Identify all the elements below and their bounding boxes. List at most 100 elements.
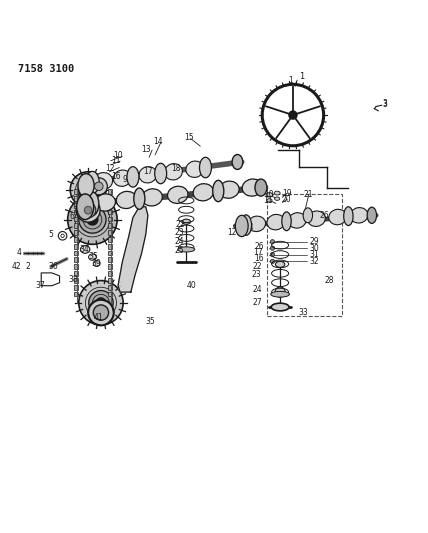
Circle shape	[90, 178, 107, 195]
Ellipse shape	[80, 246, 90, 253]
Text: 31: 31	[309, 250, 319, 259]
Bar	[108, 203, 112, 208]
Text: 32: 32	[309, 257, 319, 266]
Text: 23: 23	[252, 270, 261, 279]
Bar	[74, 264, 78, 269]
Text: 1: 1	[288, 76, 293, 85]
Ellipse shape	[255, 179, 267, 196]
Ellipse shape	[329, 209, 347, 225]
Text: 39: 39	[91, 259, 101, 268]
Text: 33: 33	[298, 308, 308, 317]
Text: 6: 6	[70, 212, 74, 221]
Bar	[74, 271, 78, 276]
Bar	[74, 216, 78, 221]
Ellipse shape	[93, 261, 100, 266]
Text: 14: 14	[244, 223, 253, 232]
Text: 40: 40	[186, 281, 196, 290]
Ellipse shape	[134, 188, 145, 209]
Ellipse shape	[89, 254, 96, 260]
Text: 10: 10	[265, 190, 274, 199]
Circle shape	[93, 305, 109, 320]
Ellipse shape	[186, 161, 204, 177]
Circle shape	[89, 290, 113, 315]
Text: 24: 24	[175, 237, 184, 246]
Text: 15: 15	[184, 133, 194, 142]
Circle shape	[96, 298, 106, 308]
Text: 38: 38	[68, 275, 78, 284]
Circle shape	[80, 203, 96, 218]
Ellipse shape	[288, 213, 306, 228]
Circle shape	[70, 172, 106, 208]
Bar	[108, 223, 112, 228]
Ellipse shape	[113, 170, 131, 187]
Text: 1: 1	[299, 72, 305, 81]
Circle shape	[275, 287, 285, 297]
Text: 35: 35	[146, 317, 155, 326]
Bar	[108, 264, 112, 269]
Ellipse shape	[182, 219, 190, 224]
Bar	[74, 251, 78, 255]
Bar	[74, 244, 78, 248]
Text: 3: 3	[383, 100, 387, 109]
Circle shape	[289, 111, 297, 119]
Text: 24: 24	[253, 286, 262, 294]
Text: 17: 17	[144, 167, 153, 176]
Bar	[74, 292, 78, 296]
Circle shape	[87, 214, 98, 225]
Ellipse shape	[242, 179, 263, 196]
Text: 14: 14	[153, 138, 163, 147]
Ellipse shape	[213, 180, 224, 201]
Ellipse shape	[193, 184, 214, 201]
Circle shape	[88, 300, 114, 325]
Bar	[74, 230, 78, 235]
Bar	[108, 251, 112, 255]
Ellipse shape	[241, 215, 252, 236]
Bar	[108, 209, 112, 214]
Bar	[74, 285, 78, 289]
Ellipse shape	[276, 261, 285, 268]
Ellipse shape	[232, 155, 243, 169]
Bar	[108, 257, 112, 262]
Text: 28: 28	[325, 276, 334, 285]
Bar	[108, 216, 112, 221]
Ellipse shape	[275, 197, 280, 200]
Ellipse shape	[350, 207, 368, 223]
Text: 11: 11	[112, 156, 121, 165]
Ellipse shape	[235, 215, 248, 237]
Text: 36: 36	[48, 262, 58, 271]
Bar	[108, 189, 112, 194]
Text: 20: 20	[281, 195, 291, 204]
Text: 3: 3	[383, 99, 387, 108]
Text: 7158 3100: 7158 3100	[18, 64, 74, 74]
Ellipse shape	[127, 167, 139, 187]
Ellipse shape	[367, 207, 377, 223]
Bar	[108, 292, 112, 296]
Circle shape	[84, 186, 92, 193]
Text: 2: 2	[25, 262, 30, 271]
Ellipse shape	[178, 247, 195, 252]
Ellipse shape	[155, 163, 166, 184]
Ellipse shape	[94, 173, 113, 190]
Bar	[74, 237, 78, 242]
Text: 19: 19	[282, 189, 292, 198]
Text: 4: 4	[17, 248, 22, 257]
Text: 7: 7	[73, 206, 78, 215]
Bar	[74, 278, 78, 282]
Circle shape	[76, 198, 100, 222]
Bar	[108, 237, 112, 242]
Text: 41: 41	[94, 313, 103, 322]
Circle shape	[95, 182, 103, 191]
Ellipse shape	[165, 164, 182, 180]
Bar	[108, 271, 112, 276]
Circle shape	[84, 206, 92, 214]
Ellipse shape	[266, 193, 273, 197]
Bar	[74, 209, 78, 214]
Bar	[74, 203, 78, 208]
Bar	[74, 189, 78, 194]
Circle shape	[79, 280, 123, 325]
Bar	[74, 257, 78, 262]
Bar	[108, 196, 112, 201]
Ellipse shape	[282, 212, 291, 231]
Ellipse shape	[271, 303, 289, 311]
Text: 37: 37	[36, 281, 45, 290]
